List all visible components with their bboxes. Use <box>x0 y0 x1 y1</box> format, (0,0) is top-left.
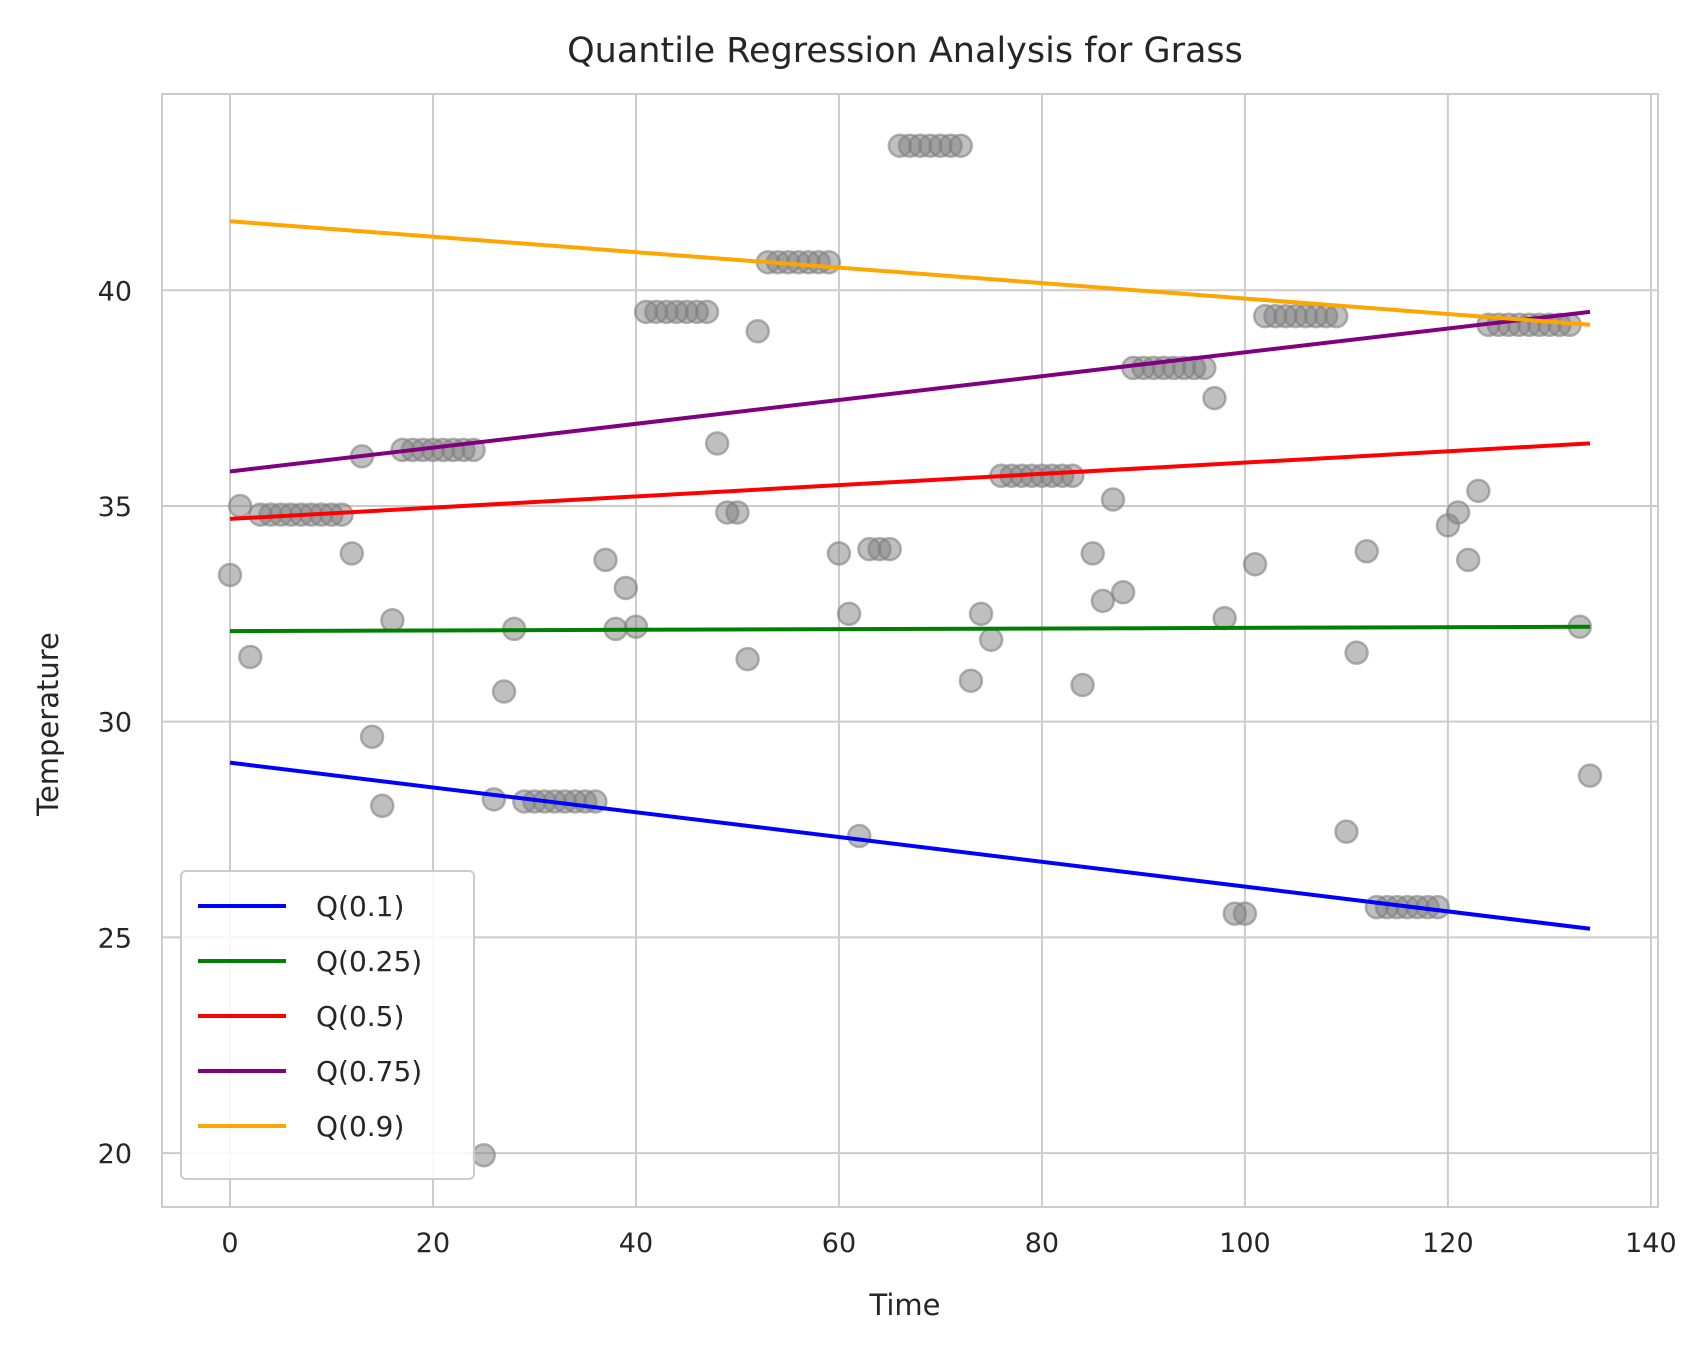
scatter-point <box>1212 605 1237 631</box>
scatter-point <box>1466 478 1491 504</box>
y-tick-label: 30 <box>98 708 132 739</box>
y-tick-label: 35 <box>98 492 132 523</box>
legend-label: Q(0.75) <box>316 1055 422 1088</box>
scatter-point <box>339 541 365 566</box>
scatter-point <box>1100 487 1126 512</box>
scatter-point <box>238 644 263 670</box>
scatter-point <box>1242 551 1268 577</box>
legend-label: Q(0.5) <box>316 1000 404 1033</box>
scatter-point <box>836 601 862 627</box>
scatter-point <box>968 601 994 627</box>
scatter-point <box>978 627 1004 652</box>
scatter-point <box>623 614 649 640</box>
x-axis-label: Time <box>869 1288 941 1322</box>
scatter-point <box>1344 640 1369 665</box>
legend-label: Q(0.9) <box>316 1110 404 1143</box>
scatter-point <box>217 562 243 588</box>
x-tick-label: 80 <box>1025 1228 1059 1259</box>
quantile-line <box>229 309 1591 474</box>
y-axis-label: Temperature <box>31 632 65 817</box>
scatter-point <box>948 133 973 159</box>
chart-title: Quantile Regression Analysis for Grass <box>567 31 1243 71</box>
quantile-line <box>229 441 1591 521</box>
scatter-point <box>816 249 842 275</box>
scatter-point <box>491 679 517 704</box>
scatter-point <box>1577 763 1603 788</box>
scatter-point <box>613 575 639 601</box>
scatter-point <box>359 724 385 750</box>
scatter-point <box>1110 580 1136 605</box>
x-tick-label: 100 <box>1219 1228 1271 1259</box>
scatter-point <box>694 299 720 325</box>
scatter-point <box>481 787 507 812</box>
scatter-point <box>471 1142 496 1168</box>
scatter-point <box>1324 303 1349 329</box>
quantile-line <box>229 219 1591 327</box>
scatter-point <box>826 541 852 566</box>
legend-label: Q(0.1) <box>316 890 404 923</box>
y-tick-label: 25 <box>98 923 132 954</box>
scatter-point <box>1070 672 1095 698</box>
y-tick-label: 40 <box>98 276 132 307</box>
scatter-point <box>704 431 730 456</box>
scatter-point <box>1060 463 1085 489</box>
scatter-point <box>369 793 395 819</box>
scatter-point <box>1232 901 1258 926</box>
y-tick-label: 20 <box>98 1139 132 1170</box>
y-tick-labels: 20 25 30 35 40 <box>98 276 132 1170</box>
scatter-point <box>735 646 760 672</box>
scatter-point <box>1455 547 1481 573</box>
scatter-point <box>1090 588 1116 614</box>
x-tick-labels: 0 20 40 60 80 100 120 140 <box>221 1228 1676 1259</box>
quantile-lines <box>229 219 1591 931</box>
scatter-point <box>1334 819 1359 844</box>
scatter-point <box>593 547 618 573</box>
x-tick-label: 0 <box>221 1228 238 1259</box>
scatter-point <box>877 536 902 562</box>
x-tick-label: 140 <box>1625 1228 1677 1259</box>
scatter-point <box>1425 894 1451 920</box>
x-tick-label: 40 <box>619 1228 653 1259</box>
legend: Q(0.1) Q(0.25) Q(0.5) Q(0.75) Q(0.9) <box>180 870 475 1180</box>
x-tick-label: 60 <box>822 1228 856 1259</box>
scatter-point <box>958 668 984 693</box>
scatter-point <box>1354 539 1379 564</box>
scatter-point <box>380 608 405 633</box>
scatter-point <box>1192 355 1217 381</box>
scatter-point <box>1445 500 1471 525</box>
scatter-point <box>725 500 750 525</box>
x-tick-label: 120 <box>1422 1228 1474 1259</box>
plot-frame <box>161 93 1659 1208</box>
scatter-point <box>847 823 872 849</box>
quantile-line <box>229 760 1591 931</box>
legend-label: Q(0.25) <box>316 945 422 978</box>
scatter-point <box>745 319 771 344</box>
scatter-point <box>1202 385 1227 411</box>
scatter-point <box>1080 541 1105 566</box>
quantile-line <box>229 624 1591 634</box>
legend-box <box>180 870 475 1180</box>
x-tick-label: 20 <box>416 1228 450 1259</box>
scatter-point <box>227 493 253 519</box>
